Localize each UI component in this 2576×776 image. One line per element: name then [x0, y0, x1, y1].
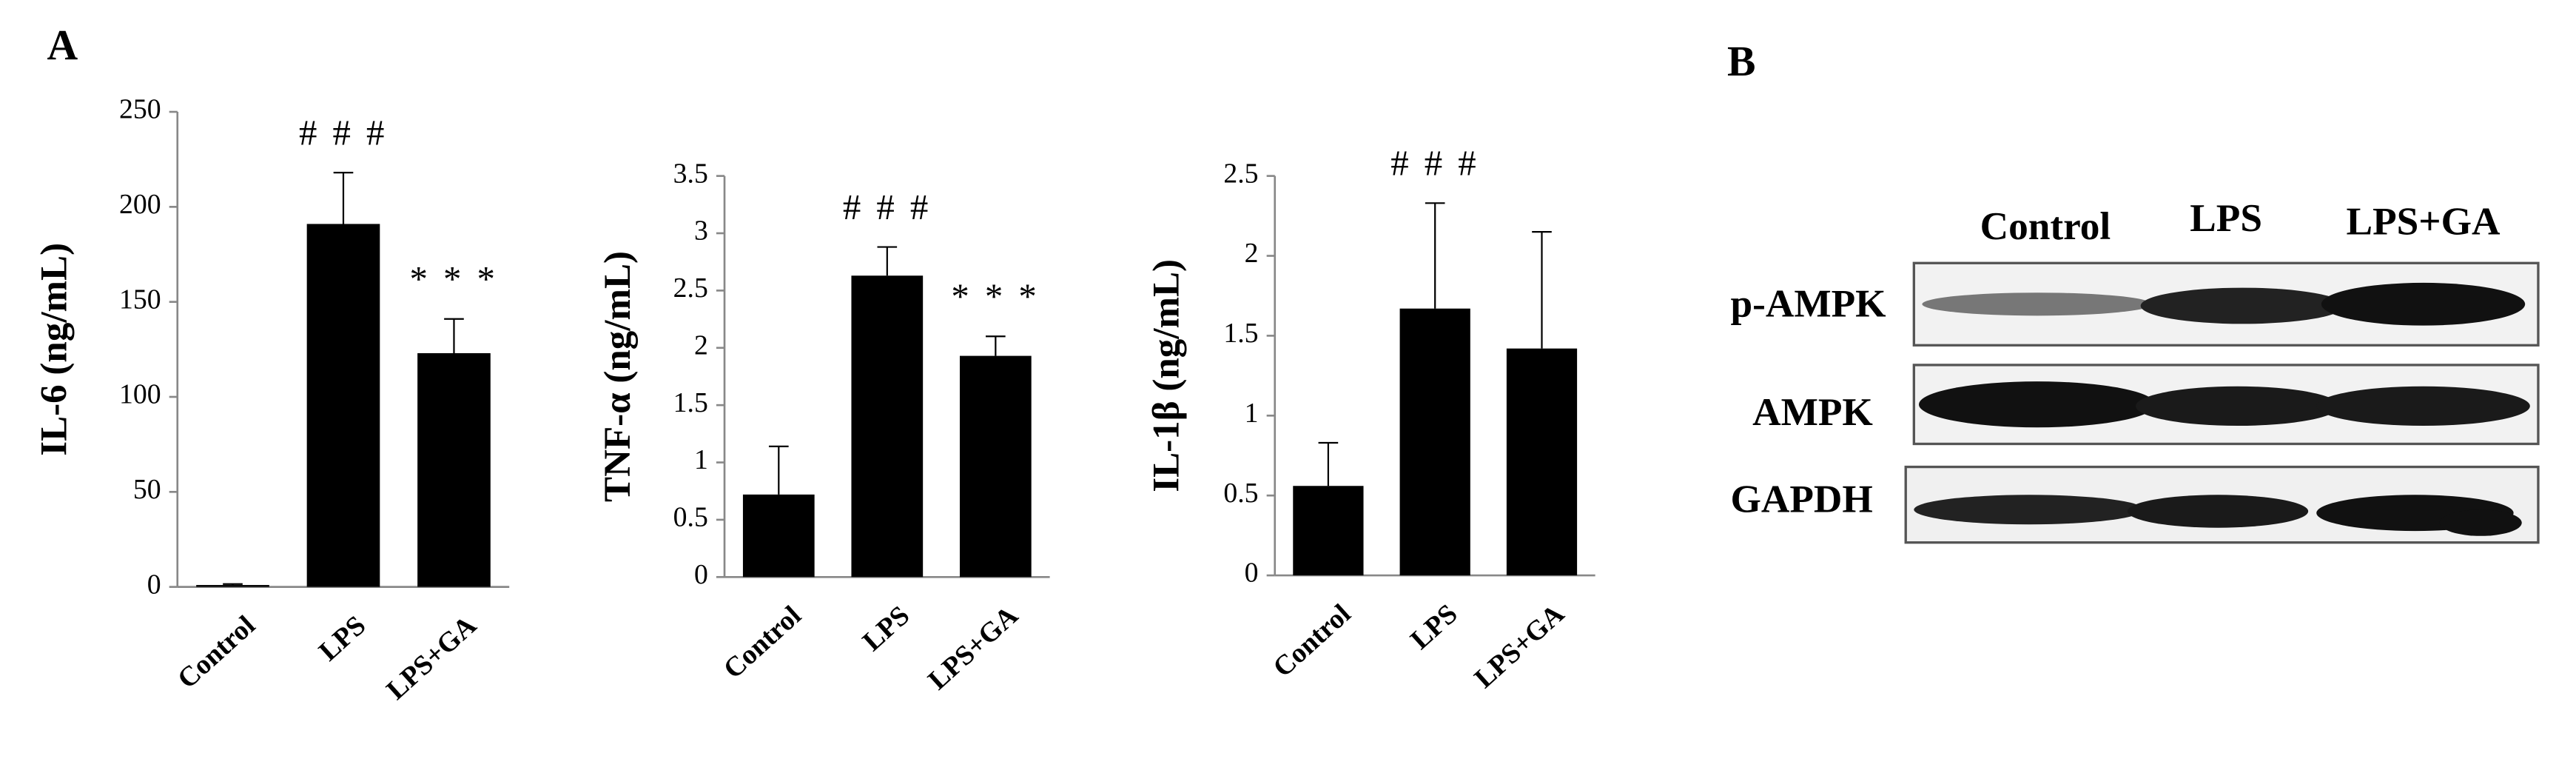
y-tick-label: 50: [133, 474, 161, 505]
significance-label: # # #: [299, 113, 388, 153]
y-tick-label: 2: [1245, 238, 1259, 269]
error-bar: [223, 583, 243, 586]
significance-label: # # #: [843, 187, 932, 227]
y-tick-label: 0: [694, 559, 708, 590]
y-tick-label: 3.5: [673, 158, 708, 189]
bar: [1506, 348, 1578, 576]
error-bar: [986, 335, 1006, 356]
blot-row-label: GAPDH: [1730, 478, 1872, 521]
x-tick-label: Control: [172, 609, 261, 695]
x-tick-label: LPS: [857, 600, 916, 658]
blot-image: [1904, 261, 2540, 544]
x-tick-label: Control: [718, 600, 807, 685]
bar: [851, 275, 924, 578]
y-axis-label: IL-6 (ng/mL): [33, 243, 75, 456]
y-tick-label: 1.5: [1223, 318, 1258, 349]
y-tick-label: 0.5: [1223, 478, 1258, 509]
significance-label: * * *: [951, 276, 1040, 317]
y-tick-label: 0: [147, 569, 161, 600]
error-bar: [333, 172, 354, 224]
y-tick-label: 150: [119, 284, 161, 315]
bar: [1399, 308, 1470, 576]
y-tick-label: 2.5: [1223, 158, 1258, 189]
y-tick-label: 2.5: [673, 272, 708, 304]
x-tick-label: LPS+GA: [380, 609, 482, 706]
y-tick-label: 1.5: [673, 387, 708, 418]
blot-row-label: AMPK: [1752, 390, 1873, 434]
error-bar: [1425, 202, 1445, 309]
error-bar: [1318, 441, 1339, 486]
panel-label: B: [1727, 39, 1756, 85]
bar: [306, 224, 380, 587]
x-tick-label: LPS+GA: [922, 600, 1024, 696]
y-tick-label: 3: [694, 215, 708, 247]
x-tick-label: LPS+GA: [1468, 598, 1570, 695]
bar: [417, 352, 491, 587]
y-tick-label: 100: [119, 379, 161, 410]
error-bar: [877, 246, 898, 276]
panel-label: A: [47, 22, 78, 69]
significance-label: # # #: [1390, 143, 1479, 184]
y-tick-label: 1: [1245, 398, 1259, 429]
y-tick-label: 0: [1245, 558, 1259, 589]
bar: [959, 355, 1032, 578]
blot-row-label: p-AMPK: [1731, 281, 1887, 325]
error-bar: [444, 318, 464, 353]
y-tick-label: 2: [694, 330, 708, 361]
y-axis-label: TNF-α (ng/mL): [596, 251, 639, 502]
y-tick-label: 200: [119, 189, 161, 220]
y-tick-label: 250: [119, 94, 161, 125]
error-bar: [768, 445, 789, 495]
bar: [196, 585, 269, 587]
bar: [742, 494, 815, 578]
x-tick-label: LPS: [313, 609, 372, 667]
blot-column-label: Control: [1980, 204, 2111, 248]
significance-label: * * *: [410, 258, 499, 299]
y-axis-label: IL-1β (ng/mL): [1145, 259, 1187, 492]
y-tick-label: 0.5: [673, 502, 708, 533]
x-tick-label: Control: [1267, 598, 1356, 683]
blot-column-label: LPS: [2190, 196, 2262, 240]
blot-column-label: LPS+GA: [2347, 199, 2501, 243]
bar: [1293, 486, 1364, 576]
error-bar: [1532, 231, 1552, 349]
y-tick-label: 1: [694, 444, 708, 475]
x-tick-label: LPS: [1405, 598, 1464, 656]
